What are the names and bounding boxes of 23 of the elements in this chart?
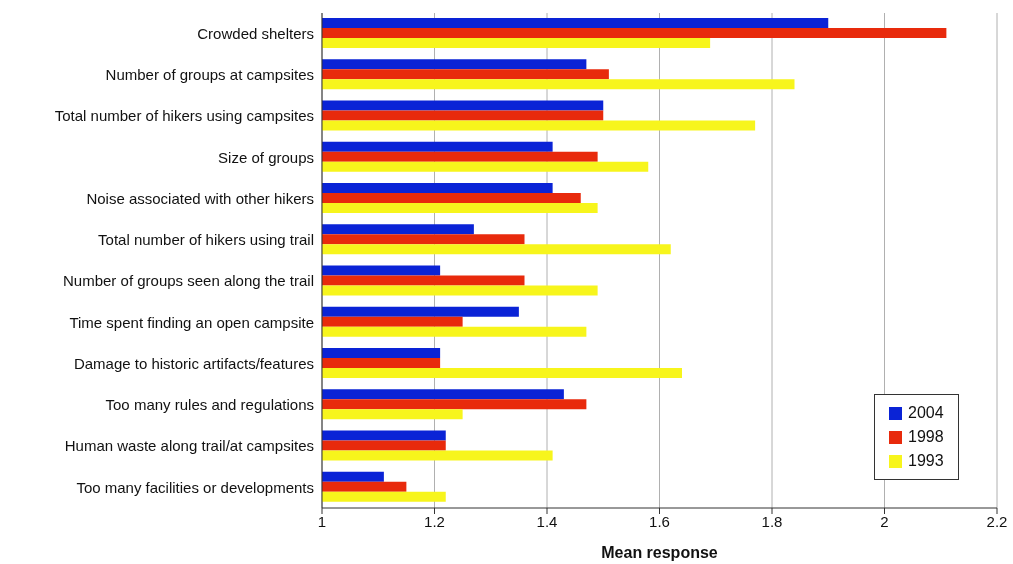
y-tick-label: Size of groups — [218, 148, 314, 166]
x-tick-label: 1.2 — [424, 512, 445, 530]
y-tick-label: Too many facilities or developments — [76, 478, 314, 496]
y-tick-label: Total number of hikers using campsites — [54, 107, 314, 125]
x-tick-label: 1.4 — [536, 512, 558, 530]
y-tick-label: Damage to historic artifacts/features — [73, 354, 314, 372]
y-tick-label: Crowded shelters — [197, 24, 314, 42]
x-tick-label: 2.2 — [986, 512, 1008, 530]
y-tick-label: Too many rules and regulations — [105, 396, 314, 414]
x-axis-title: Mean response — [601, 544, 718, 561]
x-tick-label: 2 — [880, 512, 889, 530]
y-tick-label: Number of groups seen along the trail — [63, 272, 314, 290]
y-tick-label: Number of groups at campsites — [105, 66, 314, 84]
y-tick-label: Time spent finding an open campsite — [69, 313, 314, 331]
legend-label: 1993 — [908, 451, 944, 471]
y-tick-label: Noise associated with other hikers — [86, 189, 314, 207]
x-tick-label: 1.8 — [761, 512, 783, 530]
legend-label: 1998 — [908, 427, 944, 447]
y-tick-label: Human waste along trail/at campsites — [64, 437, 314, 455]
y-tick-label: Total number of hikers using trail — [98, 231, 314, 249]
x-tick-label: 1 — [317, 512, 327, 530]
x-tick-label: 1.6 — [649, 512, 670, 530]
legend-label: 2004 — [908, 403, 944, 423]
